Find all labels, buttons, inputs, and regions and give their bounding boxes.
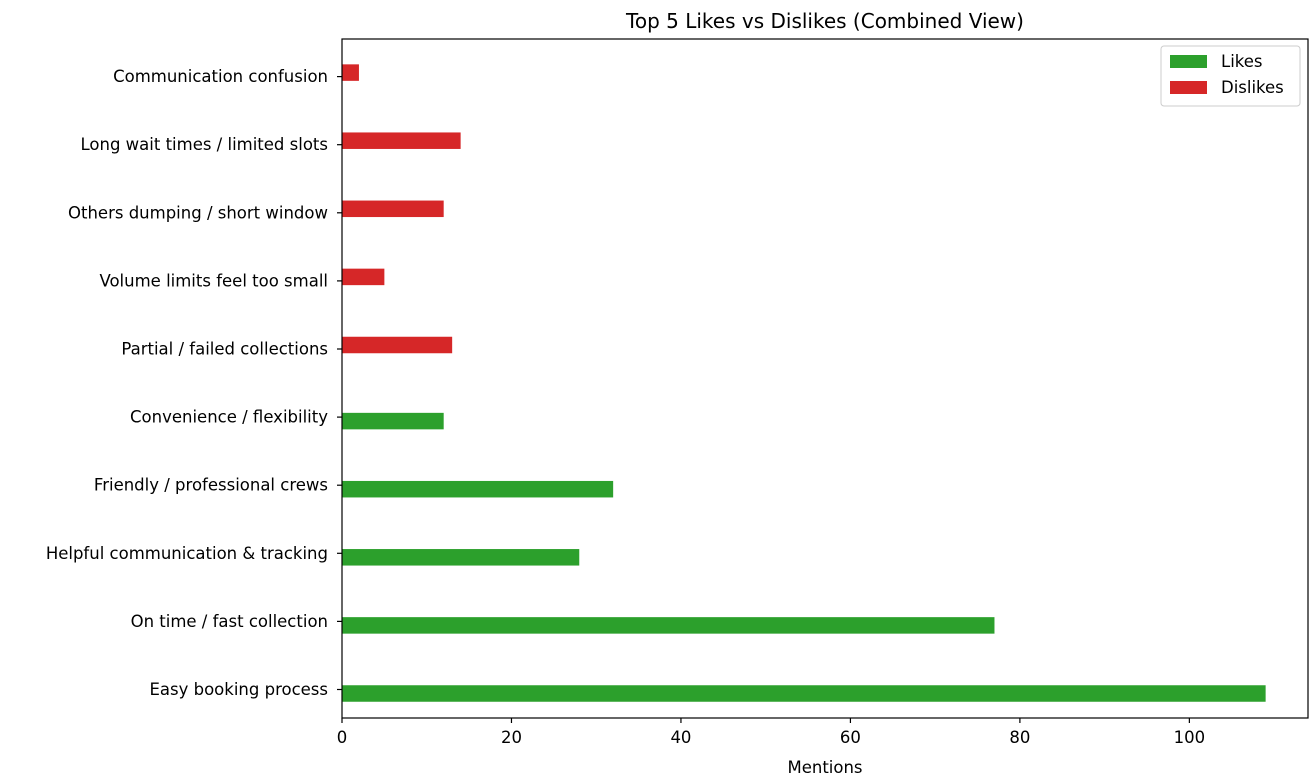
bar-likes-4	[342, 412, 444, 430]
bar-dislikes-5	[342, 336, 453, 354]
y-tick-label: Partial / failed collections	[121, 340, 328, 359]
x-tick-label: 100	[1174, 728, 1206, 747]
y-tick-label: Others dumping / short window	[68, 203, 328, 222]
x-tick-label: 20	[501, 728, 522, 747]
y-tick-label: Communication confusion	[113, 67, 328, 86]
bar-dislikes-8	[342, 132, 461, 149]
plot-frame	[341, 38, 1309, 719]
bar-likes-2	[342, 549, 580, 566]
x-axis: 0 20 40 60 80 100	[337, 718, 1205, 747]
bar-dislikes-6	[342, 268, 385, 286]
y-tick-label: Volume limits feel too small	[99, 271, 328, 290]
x-tick-label: 40	[670, 728, 691, 747]
bar-likes-0	[342, 685, 1266, 702]
bars	[342, 64, 1266, 702]
y-tick-label: Friendly / professional crews	[94, 476, 328, 495]
x-axis-label: Mentions	[787, 758, 862, 777]
bar-dislikes-9	[342, 64, 359, 81]
x-tick-label: 80	[1009, 728, 1030, 747]
y-tick-label: On time / fast collection	[131, 612, 328, 631]
legend-swatch-likes	[1170, 55, 1207, 68]
bar-dislikes-7	[342, 200, 444, 218]
x-tick-label: 60	[840, 728, 861, 747]
chart-title: Top 5 Likes vs Dislikes (Combined View)	[625, 9, 1024, 33]
y-tick-label: Helpful communication & tracking	[46, 544, 328, 563]
legend: Likes Dislikes	[1160, 45, 1301, 107]
y-tick-label: Long wait times / limited slots	[80, 135, 328, 154]
y-tick-label: Easy booking process	[149, 680, 328, 699]
y-tick-label: Convenience / flexibility	[130, 408, 328, 427]
legend-swatch-dislikes	[1170, 81, 1207, 94]
x-tick-label: 0	[337, 728, 348, 747]
legend-label-dislikes: Dislikes	[1221, 78, 1284, 97]
y-axis: Easy booking process On time / fast colle…	[46, 67, 342, 699]
bar-likes-1	[342, 617, 995, 634]
legend-label-likes: Likes	[1221, 52, 1263, 71]
bar-likes-3	[342, 480, 614, 498]
